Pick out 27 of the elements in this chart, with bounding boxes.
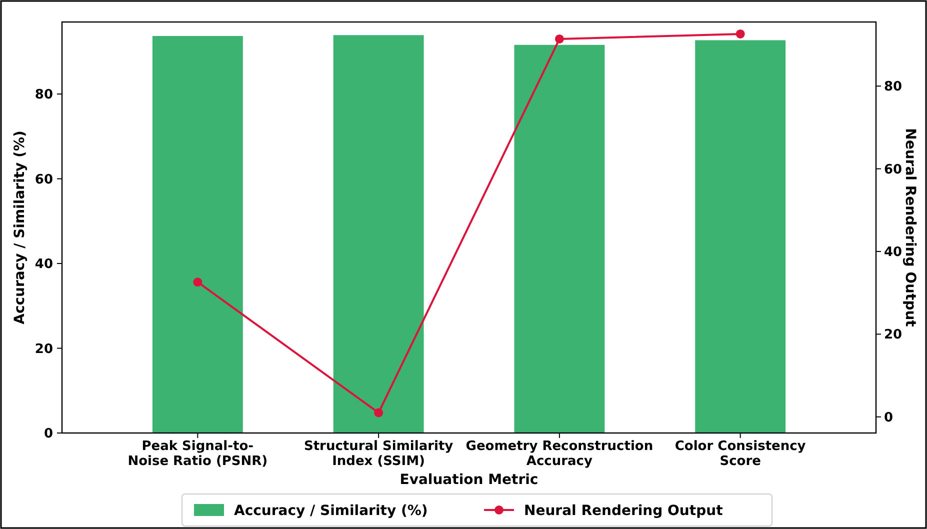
y2-tick-label: 20 [884, 328, 902, 343]
bar [514, 44, 605, 433]
point [554, 34, 564, 44]
y-tick-label: 40 [34, 257, 53, 272]
bar [695, 40, 786, 433]
y2-axis-title: Neural Rendering Output [902, 128, 918, 328]
bar [333, 35, 424, 433]
y-axis-title: Accuracy / Similarity (%) [12, 130, 28, 324]
y-tick-label: 20 [34, 342, 53, 357]
x-tick-label: Geometry Reconstruction Accuracy [466, 439, 654, 469]
point [736, 29, 745, 38]
x-tick-label: Color Consistency Score [674, 439, 806, 469]
y2-tick-label: 80 [884, 80, 902, 95]
point [374, 408, 384, 418]
y2-tick-label: 0 [884, 410, 894, 426]
y2-tick-label: 40 [884, 245, 902, 260]
y2-tick-label: 60 [884, 162, 902, 178]
x-tick-label: Structural Similarity Index (SSIM) [304, 439, 454, 469]
y-tick-label: 60 [34, 172, 53, 188]
y-tick-label: 0 [44, 426, 53, 442]
point [193, 278, 202, 287]
legend-label: Neural Rendering Output [524, 502, 724, 519]
y-tick-label: 80 [34, 88, 53, 103]
x-tick-label: Peak Signal-to- Noise Ratio (PSNR) [128, 439, 268, 469]
bar [152, 36, 243, 433]
legend-label: Accuracy / Similarity (%) [234, 502, 428, 519]
x-axis-title: Evaluation Metric [400, 472, 538, 488]
